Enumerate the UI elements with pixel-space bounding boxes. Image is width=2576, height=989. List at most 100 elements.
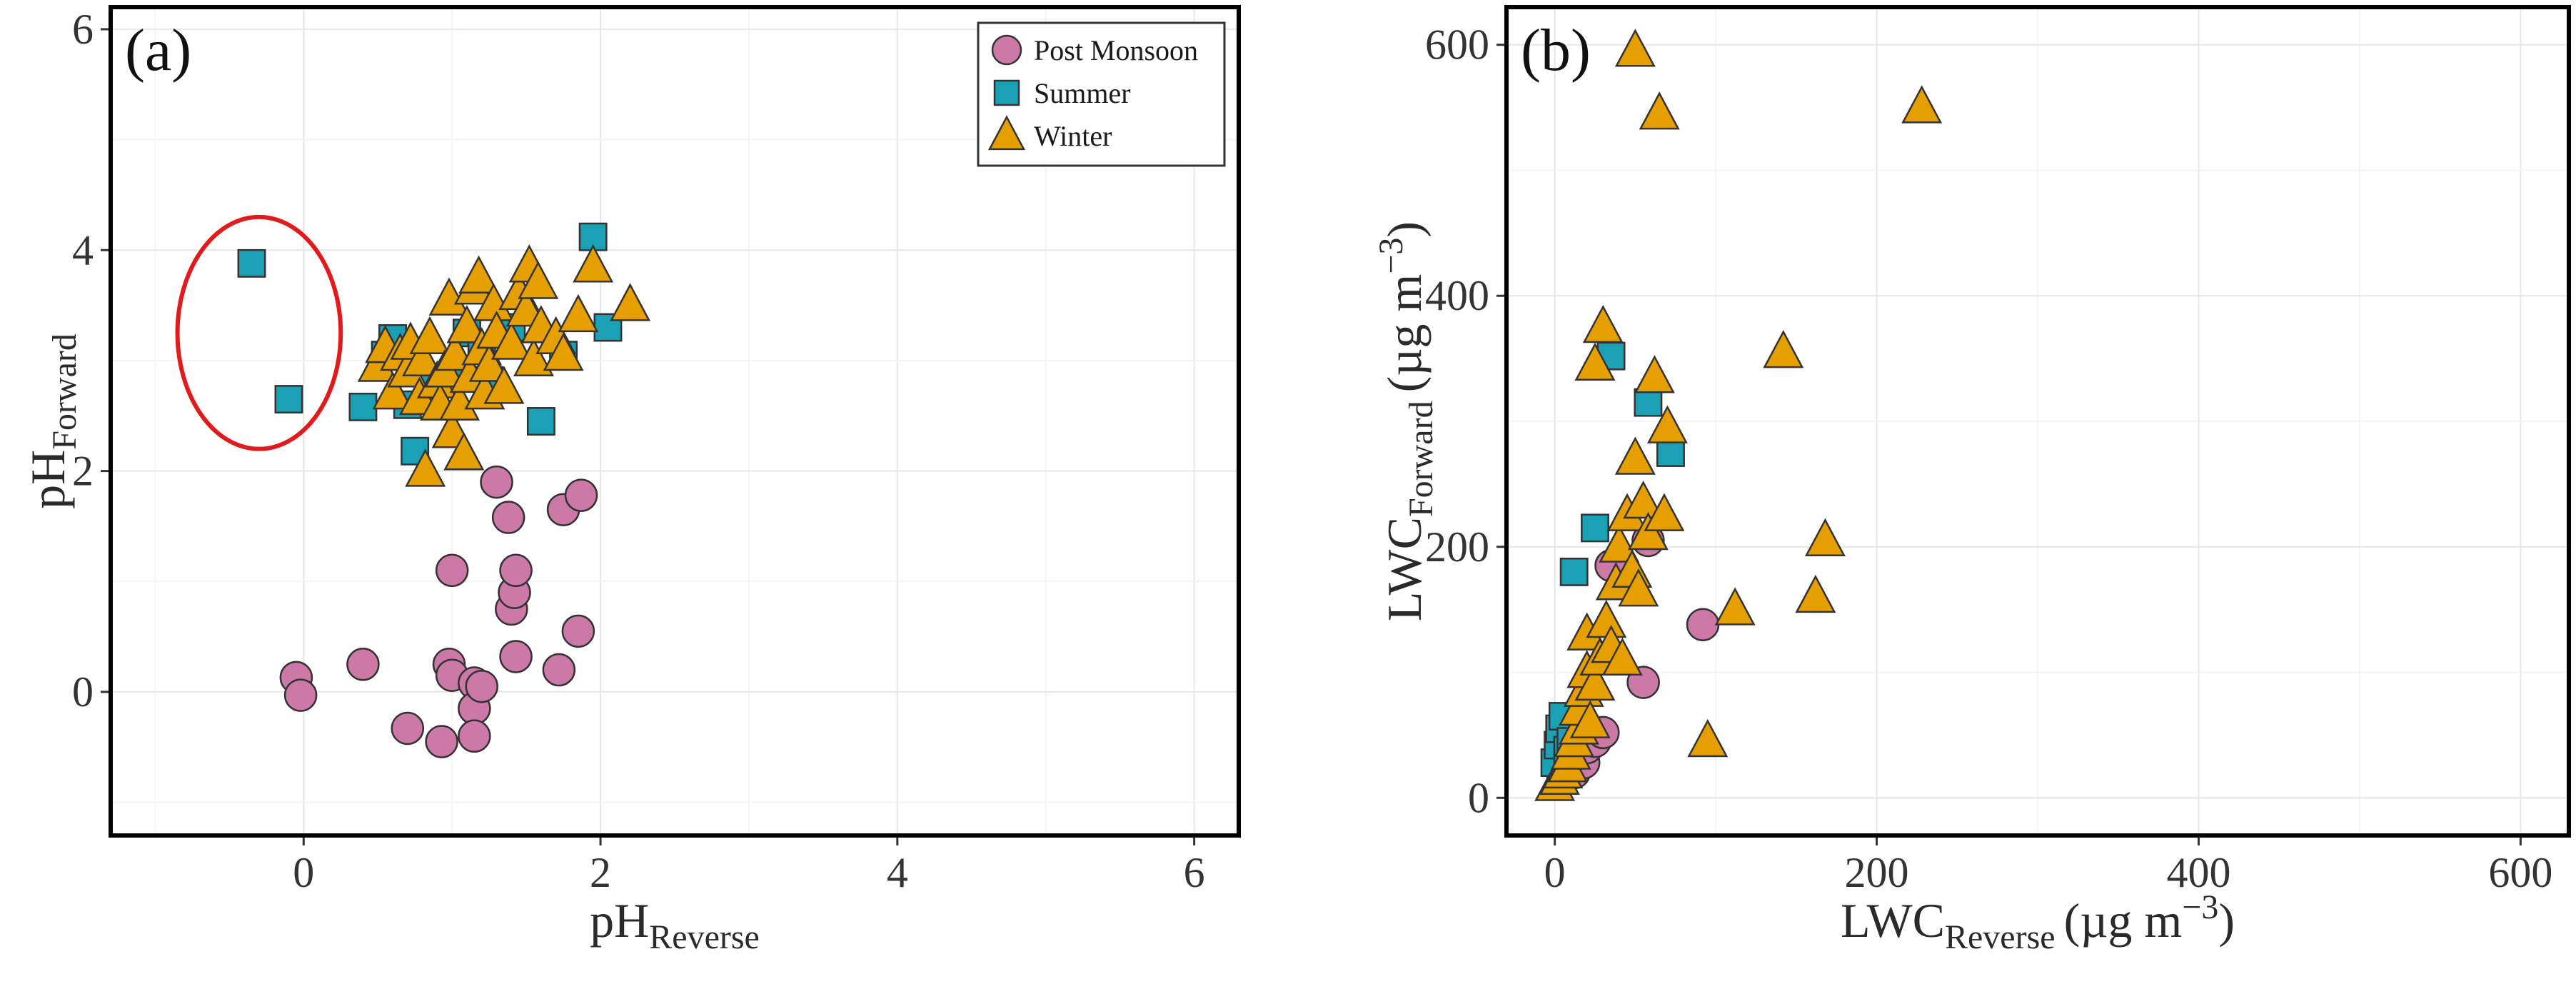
panel-a-x-axis-title: pHReverse	[590, 893, 760, 956]
panel-a-point-winter	[518, 261, 559, 299]
panel-a-ticks: 0 2 4 6 0 2 4 6	[72, 6, 1205, 896]
panel-b-point-winter	[1634, 355, 1675, 393]
panel-b-point-summer	[1559, 557, 1589, 586]
panel-b-point-winter	[1582, 304, 1624, 343]
panel-a-point-winter	[483, 366, 525, 404]
panel-b-x-axis-title: LWCReverse (µg m−3)	[1841, 888, 2235, 956]
panel-a-point-post-monsoon	[564, 478, 598, 512]
panel-b-point-winter	[1644, 493, 1685, 531]
panel-a-x-tick-label: 0	[293, 849, 314, 896]
legend-key-post-monsoon	[991, 34, 1022, 66]
panel-b-y-tick-label: 600	[1425, 21, 1489, 69]
panel-a-point-post-monsoon	[425, 725, 458, 758]
panel-b-y-axis-title-subscript: Forward	[1402, 401, 1440, 517]
legend-label-winter: Winter	[1034, 120, 1112, 152]
panel-a-y-tick-label: 4	[72, 226, 94, 273]
panel-b-y-axis-title: LWCForward(µg m−3)	[1372, 221, 1440, 621]
panel-a-point-winter	[558, 293, 599, 333]
panel-b-y-axis-title-main: LWC	[1377, 517, 1432, 621]
panel-b-frame	[1504, 5, 2571, 838]
panel-b-point-winter	[1901, 85, 1943, 124]
panel-b-point-summer	[1634, 388, 1663, 417]
panel-a-point-post-monsoon	[346, 648, 380, 681]
panel-a-point-winter	[409, 316, 451, 355]
panel-b-point-winter	[1627, 511, 1669, 551]
panel-b-y-tick-label: 400	[1425, 272, 1489, 319]
panel-a-point-winter	[458, 255, 500, 293]
panel-b-point-winter	[1714, 587, 1756, 626]
panel-a-point-post-monsoon	[283, 678, 318, 712]
panel-b-point-winter	[1639, 91, 1680, 130]
panel-a-x-axis-title-subscript: Reverse	[649, 918, 760, 956]
panel-b-point-winter	[1614, 29, 1656, 67]
panel-b-grid	[1506, 7, 2569, 835]
panel-a-x-tick-label: 4	[887, 849, 908, 896]
panel-b-point-winter	[1804, 518, 1846, 557]
panel-a-point-winter	[610, 283, 651, 321]
panel-a-point-winter	[405, 448, 446, 487]
panel-b-x-tick-label: 0	[1544, 849, 1566, 896]
panel-a-point-post-monsoon	[491, 501, 525, 534]
panel-a-highlight-ellipse	[175, 214, 343, 451]
panel-b-ticks: 0 200 400 600 0 200 400 600	[1425, 21, 2552, 896]
panel-b-point-summer	[1581, 513, 1609, 543]
panel-a-point-summer	[274, 385, 303, 414]
panel-b-point-winter	[1599, 524, 1640, 563]
panel-a-point-winter	[402, 338, 443, 376]
legend-label-summer: Summer	[1034, 77, 1131, 109]
panel-b-point-winter	[1618, 568, 1659, 607]
panel-a-y-tick-label: 2	[72, 448, 94, 495]
panel-a-point-summer	[526, 407, 555, 436]
panel-b-x-axis-title-subscript: Reverse	[1945, 918, 2056, 956]
panel-a-point-summer	[348, 392, 378, 421]
panel-b-point-winter	[1586, 599, 1627, 638]
panel-a-point-winter	[490, 321, 532, 360]
panel-a-y-axis-title: pHForward	[21, 333, 84, 509]
panel-b-x-tick-label: 200	[1845, 849, 1909, 896]
panel-a-y-tick-label: 6	[72, 6, 94, 53]
panel-b-point-winter	[1574, 662, 1616, 701]
panel-b-point-winter	[1687, 718, 1729, 758]
panel-b-point-winter	[1795, 574, 1836, 613]
legend: Post Monsoon Summer Winter	[977, 21, 1226, 167]
panel-a-point-post-monsoon	[391, 711, 425, 745]
panel-a-x-tick-label: 6	[1184, 849, 1205, 896]
legend-label-post-monsoon: Post Monsoon	[1034, 34, 1198, 66]
panel-a-point-post-monsoon	[499, 553, 533, 588]
panel-a-x-axis-title-main: pH	[590, 893, 649, 948]
panel-a-points	[237, 222, 651, 758]
panel-a: 0 2 4 6 0 2 4 6 (a) Post Monsoon Summer Winter pH…	[21, 5, 1241, 956]
panel-a-point-post-monsoon	[465, 669, 498, 703]
panel-b-point-winter	[1623, 480, 1664, 519]
panel-a-point-winter	[513, 338, 554, 376]
panel-a-point-winter	[372, 371, 413, 410]
panel-b-point-winter	[1763, 330, 1804, 368]
panel-a-point-winter	[573, 244, 614, 283]
panel-b-x-axis-title-exponent: −3	[2182, 888, 2218, 926]
panel-a-point-summer	[237, 248, 266, 278]
panel-b-y-tick-label: 0	[1468, 774, 1489, 821]
panel-a-point-post-monsoon	[499, 640, 533, 673]
legend-key-summer	[993, 79, 1020, 106]
panel-b-point-winter	[1614, 436, 1656, 475]
panel-b-point-post-monsoon	[1686, 608, 1720, 641]
panel-b-y-tick-label: 200	[1425, 523, 1489, 571]
panel-a-point-post-monsoon	[458, 719, 491, 753]
panel-b-point-summer	[1656, 438, 1685, 467]
panel-b-y-axis-title-unit: (µg m	[1377, 274, 1432, 393]
panel-a-point-post-monsoon	[480, 465, 513, 499]
panel-a-point-post-monsoon	[561, 614, 595, 648]
panel-a-point-winter	[468, 343, 510, 382]
panel-a-y-axis-title-main: pH	[21, 450, 75, 509]
panel-a-point-winter	[446, 305, 488, 343]
panel-a-point-post-monsoon	[435, 553, 469, 588]
panel-a-frame	[109, 5, 1241, 838]
panel-a-y-axis-title-subscript: Forward	[46, 333, 84, 450]
panel-a-label: (a)	[125, 17, 191, 84]
panel-b-y-axis-title-exponent: −3	[1372, 238, 1410, 274]
panel-b-point-winter	[1601, 637, 1643, 676]
panel-a-point-winter	[443, 432, 485, 471]
panel-a-grid	[111, 7, 1239, 835]
legend-key-winter	[987, 115, 1026, 151]
